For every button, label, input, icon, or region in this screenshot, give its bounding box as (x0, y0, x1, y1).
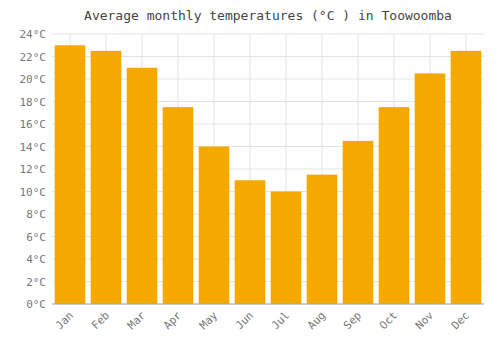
y-tick-label: 6°C (26, 231, 46, 244)
y-tick-label: 12°C (20, 163, 47, 176)
chart: Average monthly temperatures (°C ) in To… (0, 0, 500, 350)
bar (415, 73, 446, 304)
bar (55, 45, 86, 304)
bar (235, 180, 266, 304)
y-tick-label: 10°C (20, 186, 47, 199)
y-tick-label: 24°C (20, 28, 47, 41)
x-tick-label: Sep (341, 309, 364, 332)
y-tick-label: 4°C (26, 253, 46, 266)
x-axis-line (52, 304, 484, 305)
bar (343, 141, 374, 304)
bar (199, 147, 230, 305)
chart-container: Average monthly temperatures (°C ) in To… (0, 0, 500, 350)
x-tick-label: May (197, 309, 221, 333)
x-tick-label: Mar (125, 309, 149, 333)
grid (52, 34, 484, 304)
x-tick-label: Jun (233, 309, 256, 332)
bar (91, 51, 122, 304)
bar (163, 107, 194, 304)
x-tick-label: Jul (269, 309, 292, 332)
bars (55, 45, 482, 304)
x-tick-label: Nov (413, 309, 437, 333)
x-tick-label: Oct (377, 309, 400, 332)
bar (379, 107, 410, 304)
y-tick-label: 20°C (20, 73, 47, 86)
x-tick-label: Dec (449, 309, 472, 332)
grid-line-y (52, 304, 484, 305)
page: {"chart_data": {"type": "bar", "title": … (0, 0, 500, 350)
y-tick-label: 2°C (26, 276, 46, 289)
y-tick-label: 16°C (20, 118, 47, 131)
bar (271, 192, 302, 305)
x-tick-label: Feb (89, 309, 112, 332)
y-tick-label: 8°C (26, 208, 46, 221)
y-tick-label: 22°C (20, 51, 47, 64)
x-tick-label: Aug (305, 309, 328, 332)
y-tick-label: 18°C (20, 96, 47, 109)
x-tick-label: Jan (53, 309, 76, 332)
y-tick-label: 14°C (20, 141, 47, 154)
title: Average monthly temperatures (°C ) in To… (84, 8, 452, 23)
grid-line-y (52, 34, 484, 35)
bar (451, 51, 482, 304)
y-tick-label: 0°C (26, 298, 46, 311)
bar (127, 68, 158, 304)
x-tick-label: Apr (161, 309, 185, 333)
bar (307, 175, 338, 304)
